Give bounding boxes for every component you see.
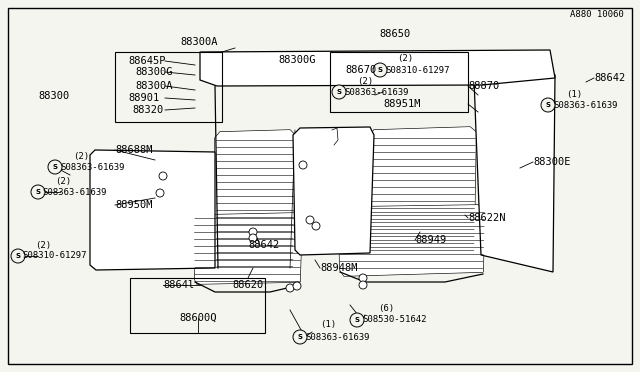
Circle shape: [541, 98, 555, 112]
Circle shape: [31, 185, 45, 199]
PathPatch shape: [193, 213, 302, 284]
PathPatch shape: [293, 127, 374, 255]
Circle shape: [359, 274, 367, 282]
Text: (2): (2): [397, 54, 413, 62]
Text: 88622N: 88622N: [468, 213, 506, 223]
Circle shape: [293, 282, 301, 290]
Text: S: S: [15, 253, 20, 259]
PathPatch shape: [368, 127, 476, 256]
Circle shape: [350, 313, 364, 327]
PathPatch shape: [474, 70, 555, 272]
Text: 88620: 88620: [232, 280, 263, 290]
Text: S08310-61297: S08310-61297: [385, 65, 449, 74]
Text: A880 10060: A880 10060: [570, 10, 624, 19]
Text: S08363-61639: S08363-61639: [42, 187, 106, 196]
PathPatch shape: [215, 130, 295, 268]
Circle shape: [293, 330, 307, 344]
Text: 88300G: 88300G: [278, 55, 316, 65]
PathPatch shape: [200, 50, 555, 86]
PathPatch shape: [338, 205, 485, 276]
Circle shape: [373, 63, 387, 77]
Bar: [115, 52, 222, 122]
Text: 88320: 88320: [132, 105, 163, 115]
Text: 88642: 88642: [248, 240, 279, 250]
Text: 88645P: 88645P: [128, 56, 166, 66]
Text: 88650: 88650: [380, 29, 411, 39]
Text: 88600Q: 88600Q: [179, 313, 217, 323]
Text: S08363-61639: S08363-61639: [305, 333, 369, 341]
Text: S: S: [52, 164, 58, 170]
Text: S08363-61639: S08363-61639: [60, 163, 125, 171]
Text: S08363-61639: S08363-61639: [553, 100, 618, 109]
Text: 88300E: 88300E: [533, 157, 570, 167]
Bar: [130, 278, 265, 333]
Text: (2): (2): [357, 77, 373, 86]
Circle shape: [48, 160, 62, 174]
PathPatch shape: [90, 150, 215, 270]
Text: 88949: 88949: [415, 235, 446, 245]
Circle shape: [249, 228, 257, 236]
Text: (1): (1): [566, 90, 582, 99]
Text: S: S: [378, 67, 383, 73]
Circle shape: [359, 281, 367, 289]
Text: 88300: 88300: [38, 91, 69, 101]
Text: 88300G: 88300G: [135, 67, 173, 77]
Text: 88950M: 88950M: [115, 200, 152, 210]
Text: 88901: 88901: [128, 93, 159, 103]
Text: 88688M: 88688M: [115, 145, 152, 155]
Text: S: S: [545, 102, 550, 108]
Circle shape: [156, 189, 164, 197]
Text: 88951M: 88951M: [383, 99, 420, 109]
Text: (2): (2): [73, 151, 89, 160]
Circle shape: [306, 216, 314, 224]
Text: (1): (1): [320, 321, 336, 330]
PathPatch shape: [193, 213, 302, 284]
Text: 88300A: 88300A: [135, 81, 173, 91]
Circle shape: [312, 222, 320, 230]
Text: (6): (6): [378, 304, 394, 312]
Text: 8864l: 8864l: [163, 280, 195, 290]
Text: S: S: [355, 317, 360, 323]
Text: 88870: 88870: [468, 81, 499, 91]
Text: 88948M: 88948M: [320, 263, 358, 273]
Text: S08310-61297: S08310-61297: [22, 251, 86, 260]
Text: S: S: [35, 189, 40, 195]
PathPatch shape: [215, 130, 295, 268]
Bar: [330, 52, 468, 112]
Text: S08363-61639: S08363-61639: [344, 87, 408, 96]
Circle shape: [286, 284, 294, 292]
Text: S: S: [298, 334, 303, 340]
Text: (2): (2): [35, 241, 51, 250]
Text: 88642: 88642: [594, 73, 625, 83]
Text: 88670: 88670: [345, 65, 376, 75]
PathPatch shape: [338, 205, 485, 276]
PathPatch shape: [368, 127, 476, 256]
Text: 88300A: 88300A: [180, 37, 218, 47]
Circle shape: [299, 161, 307, 169]
Circle shape: [332, 85, 346, 99]
Text: S08530-51642: S08530-51642: [362, 315, 426, 324]
Text: S: S: [337, 89, 342, 95]
Circle shape: [249, 234, 257, 242]
Text: (2): (2): [55, 176, 71, 186]
Circle shape: [159, 172, 167, 180]
Circle shape: [11, 249, 25, 263]
